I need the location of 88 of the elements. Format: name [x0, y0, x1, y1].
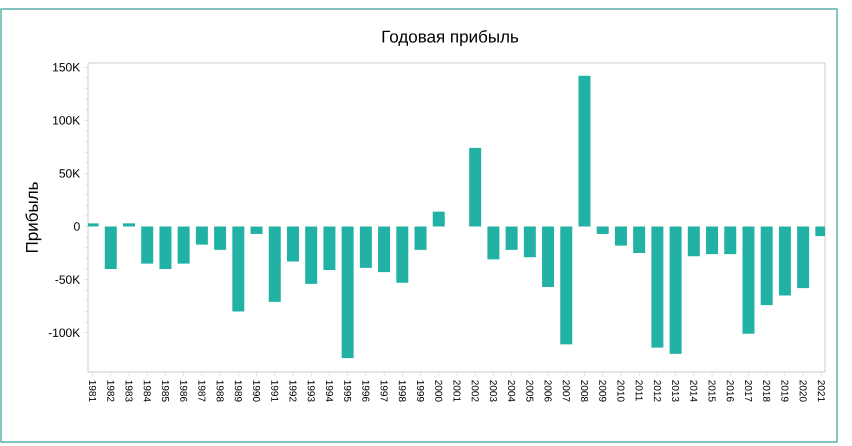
bar — [469, 148, 482, 227]
bar — [651, 226, 664, 348]
x-tick-label: 2002 — [472, 380, 479, 402]
x-tick-label: 2000 — [435, 380, 442, 402]
bar — [487, 226, 500, 260]
x-tick-label: 1988 — [216, 380, 224, 402]
bar — [196, 226, 208, 245]
bar — [396, 226, 408, 283]
x-tick-label: 2004 — [508, 380, 516, 402]
x-tick-label: 1986 — [180, 380, 188, 402]
x-tick-label: 1994 — [326, 380, 333, 402]
x-tick-label: 2020 — [800, 380, 807, 402]
bar — [178, 226, 190, 264]
bar — [323, 226, 336, 270]
x-tick-label: 2011 — [636, 380, 643, 401]
x-tick-label: 1999 — [416, 380, 424, 402]
x-tick-label: 2014 — [690, 380, 698, 402]
bar — [578, 76, 590, 227]
bar — [414, 226, 427, 250]
x-tick-label: 1990 — [253, 380, 260, 402]
bar — [596, 226, 609, 234]
bar — [688, 226, 700, 256]
bar — [286, 226, 299, 262]
x-tick-label: 1991 — [271, 380, 278, 402]
y-tick-label: -100K — [48, 328, 80, 337]
bar — [797, 226, 810, 288]
bar — [506, 226, 518, 250]
x-tick-label: 1997 — [380, 380, 388, 402]
x-tick-label: 1995 — [344, 380, 352, 402]
bar — [778, 226, 791, 296]
x-tick-label: 2007 — [562, 380, 570, 402]
x-tick-label: 2019 — [781, 380, 788, 402]
y-tick-label: 0 — [74, 222, 80, 231]
y-tick-label: -50K — [55, 275, 80, 284]
x-tick-label: 1984 — [144, 380, 151, 402]
bar — [360, 226, 372, 268]
x-tick-label: 2006 — [544, 380, 552, 402]
x-tick-label: 2005 — [526, 380, 534, 402]
bar — [524, 226, 536, 258]
bar — [706, 226, 718, 254]
bar — [670, 226, 682, 354]
bar — [268, 226, 281, 302]
bar — [305, 226, 318, 284]
y-tick-label: 50K — [59, 169, 80, 178]
y-tick-label: 100K — [53, 116, 80, 125]
bar — [742, 226, 754, 334]
bar — [542, 226, 554, 288]
x-tick-label: 2008 — [580, 380, 588, 402]
x-tick-label: 2016 — [726, 380, 734, 402]
chart-title: Годовая прибыль — [382, 30, 518, 46]
x-tick-label: 1998 — [398, 380, 406, 402]
x-tick-label: 1982 — [107, 380, 114, 402]
bar — [342, 226, 354, 358]
bar — [88, 223, 99, 227]
x-tick-label: 2013 — [672, 380, 680, 402]
bar — [724, 226, 736, 254]
x-tick-label: 2003 — [490, 380, 497, 402]
x-tick-label: 1996 — [362, 380, 370, 402]
y-axis-title: Прибыль — [25, 182, 42, 252]
x-tick-label: 2001 — [453, 380, 460, 402]
bar — [560, 226, 572, 344]
x-tick-label: 2021 — [818, 380, 825, 402]
x-tick-label: 2010 — [617, 380, 624, 402]
bar — [141, 226, 154, 264]
x-tick-label: 1992 — [289, 380, 297, 402]
x-tick-label: 1983 — [125, 380, 133, 402]
y-tick-label: 150K — [53, 62, 80, 72]
x-tick-label: 2018 — [763, 380, 770, 402]
bar — [214, 226, 226, 250]
bar — [123, 223, 136, 227]
bar — [760, 226, 773, 306]
x-tick-label: 1993 — [308, 380, 315, 402]
bar — [432, 212, 445, 227]
x-tick-label: 2009 — [599, 380, 606, 402]
bar — [378, 226, 390, 272]
bar — [159, 226, 172, 269]
x-tick-label: 2015 — [708, 380, 716, 402]
bar — [633, 226, 646, 254]
x-tick-label: 1989 — [234, 380, 242, 402]
x-tick-label: 1981 — [89, 380, 96, 402]
bar — [104, 226, 117, 269]
x-tick-label: 2017 — [744, 380, 752, 402]
x-tick-label: 2012 — [654, 380, 661, 402]
x-tick-label: 1985 — [162, 380, 169, 402]
bar — [232, 226, 244, 312]
bar — [250, 226, 263, 234]
bar — [614, 226, 627, 246]
x-tick-label: 1987 — [198, 380, 206, 402]
